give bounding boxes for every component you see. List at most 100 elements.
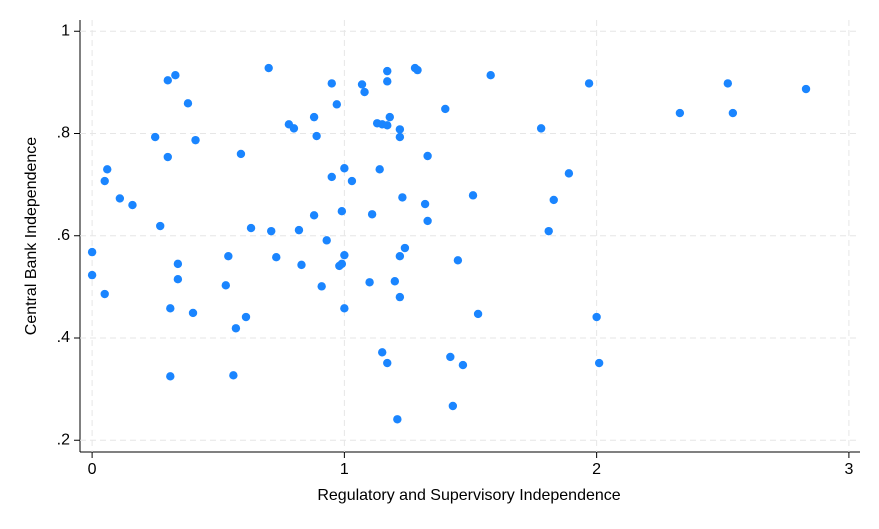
point <box>332 100 342 109</box>
point <box>367 210 377 219</box>
y-tick-label: .2 <box>57 431 70 448</box>
point <box>468 191 478 200</box>
point <box>383 358 392 368</box>
point <box>224 251 233 261</box>
point <box>395 292 405 302</box>
point <box>173 259 183 269</box>
point <box>340 164 349 173</box>
point <box>446 352 455 362</box>
point <box>309 211 319 220</box>
point <box>594 358 604 368</box>
point <box>163 152 172 162</box>
point <box>156 221 165 231</box>
point <box>420 199 430 209</box>
y-tick-label: .6 <box>57 227 70 244</box>
point <box>395 251 405 261</box>
point <box>171 71 180 80</box>
point <box>564 169 574 178</box>
point <box>378 348 387 357</box>
y-axis-label: Central Bank Independence <box>23 137 40 335</box>
point <box>453 256 463 265</box>
x-tick-label: 1 <box>340 461 349 478</box>
point <box>675 108 685 118</box>
point <box>150 132 160 142</box>
point <box>191 135 200 145</box>
point <box>100 289 109 299</box>
point <box>423 216 432 226</box>
point <box>413 65 422 75</box>
point <box>584 79 594 88</box>
point <box>383 66 392 76</box>
point <box>173 275 183 284</box>
point <box>297 260 306 270</box>
point <box>536 124 546 133</box>
point <box>390 277 400 286</box>
point <box>128 200 137 210</box>
point <box>549 195 558 205</box>
point <box>337 259 347 269</box>
point <box>115 194 125 203</box>
point <box>340 304 349 313</box>
point <box>183 99 193 108</box>
point <box>458 360 468 370</box>
point <box>166 304 175 313</box>
point <box>264 63 273 73</box>
x-tick-label: 2 <box>592 461 601 478</box>
point <box>398 193 407 202</box>
point <box>317 282 326 291</box>
point <box>231 324 241 333</box>
point <box>236 149 246 159</box>
point <box>241 312 251 322</box>
y-tick-label: .8 <box>57 125 70 142</box>
point <box>229 371 238 380</box>
point <box>87 247 97 257</box>
point <box>294 225 304 235</box>
point <box>544 226 553 236</box>
point <box>103 165 112 174</box>
point <box>312 131 321 141</box>
point <box>289 124 299 133</box>
y-tick-label: .4 <box>57 329 70 346</box>
point <box>592 312 601 322</box>
point <box>267 226 276 236</box>
x-tick-label: 0 <box>88 461 97 478</box>
y-tick-label: 1 <box>61 22 70 39</box>
point <box>801 84 811 94</box>
point <box>441 104 450 114</box>
point <box>347 176 357 186</box>
point <box>383 121 392 130</box>
point <box>423 151 432 161</box>
point <box>385 112 394 122</box>
point <box>100 176 109 186</box>
x-tick-label: 3 <box>844 461 853 478</box>
point <box>322 236 331 245</box>
point <box>393 415 402 424</box>
point <box>357 80 367 89</box>
point <box>723 79 733 88</box>
point <box>188 308 198 318</box>
point <box>327 172 336 182</box>
point <box>87 270 97 280</box>
point <box>166 372 175 381</box>
point <box>486 71 495 80</box>
point <box>395 125 405 134</box>
point <box>448 401 458 411</box>
point <box>395 132 405 142</box>
point <box>375 165 384 174</box>
point <box>360 87 369 97</box>
point <box>473 309 483 319</box>
point <box>163 76 172 85</box>
point <box>221 281 231 290</box>
point <box>309 112 319 122</box>
point <box>337 207 347 216</box>
point <box>365 278 374 287</box>
point <box>246 223 256 233</box>
point <box>400 243 410 253</box>
x-axis-label: Regulatory and Supervisory Independence <box>317 487 620 504</box>
point <box>327 79 336 88</box>
point <box>340 250 349 260</box>
point <box>728 108 738 118</box>
point <box>272 253 281 262</box>
point <box>383 77 392 86</box>
